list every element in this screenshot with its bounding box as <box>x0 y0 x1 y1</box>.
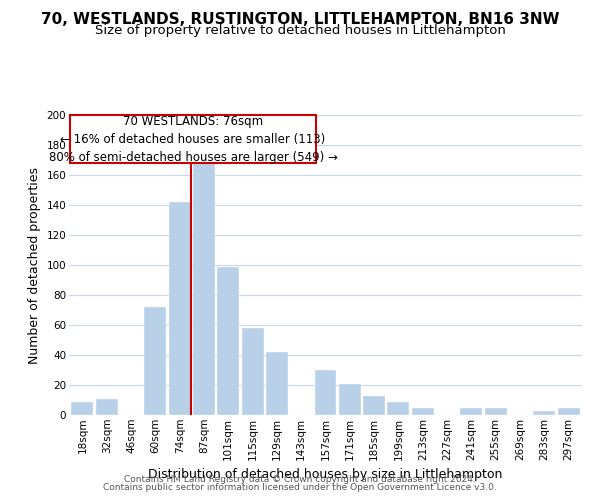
Bar <box>71 402 94 415</box>
Bar <box>96 398 118 415</box>
Bar <box>339 384 361 415</box>
Bar <box>169 202 191 415</box>
Bar <box>266 352 288 415</box>
Text: 70 WESTLANDS: 76sqm
← 16% of detached houses are smaller (113)
80% of semi-detac: 70 WESTLANDS: 76sqm ← 16% of detached ho… <box>49 114 337 164</box>
Text: Size of property relative to detached houses in Littlehampton: Size of property relative to detached ho… <box>95 24 505 37</box>
Bar <box>193 163 215 415</box>
FancyBboxPatch shape <box>70 115 316 163</box>
Bar <box>533 410 555 415</box>
Bar <box>217 266 239 415</box>
Bar <box>412 408 434 415</box>
Bar <box>242 328 263 415</box>
Bar <box>388 402 409 415</box>
Text: Contains HM Land Registry data © Crown copyright and database right 2024.: Contains HM Land Registry data © Crown c… <box>124 475 476 484</box>
Bar <box>363 396 385 415</box>
Bar <box>485 408 506 415</box>
Y-axis label: Number of detached properties: Number of detached properties <box>28 166 41 364</box>
X-axis label: Distribution of detached houses by size in Littlehampton: Distribution of detached houses by size … <box>148 468 503 481</box>
Bar <box>145 307 166 415</box>
Text: 70, WESTLANDS, RUSTINGTON, LITTLEHAMPTON, BN16 3NW: 70, WESTLANDS, RUSTINGTON, LITTLEHAMPTON… <box>41 12 559 28</box>
Bar <box>314 370 337 415</box>
Bar <box>460 408 482 415</box>
Bar <box>557 408 580 415</box>
Text: Contains public sector information licensed under the Open Government Licence v3: Contains public sector information licen… <box>103 484 497 492</box>
